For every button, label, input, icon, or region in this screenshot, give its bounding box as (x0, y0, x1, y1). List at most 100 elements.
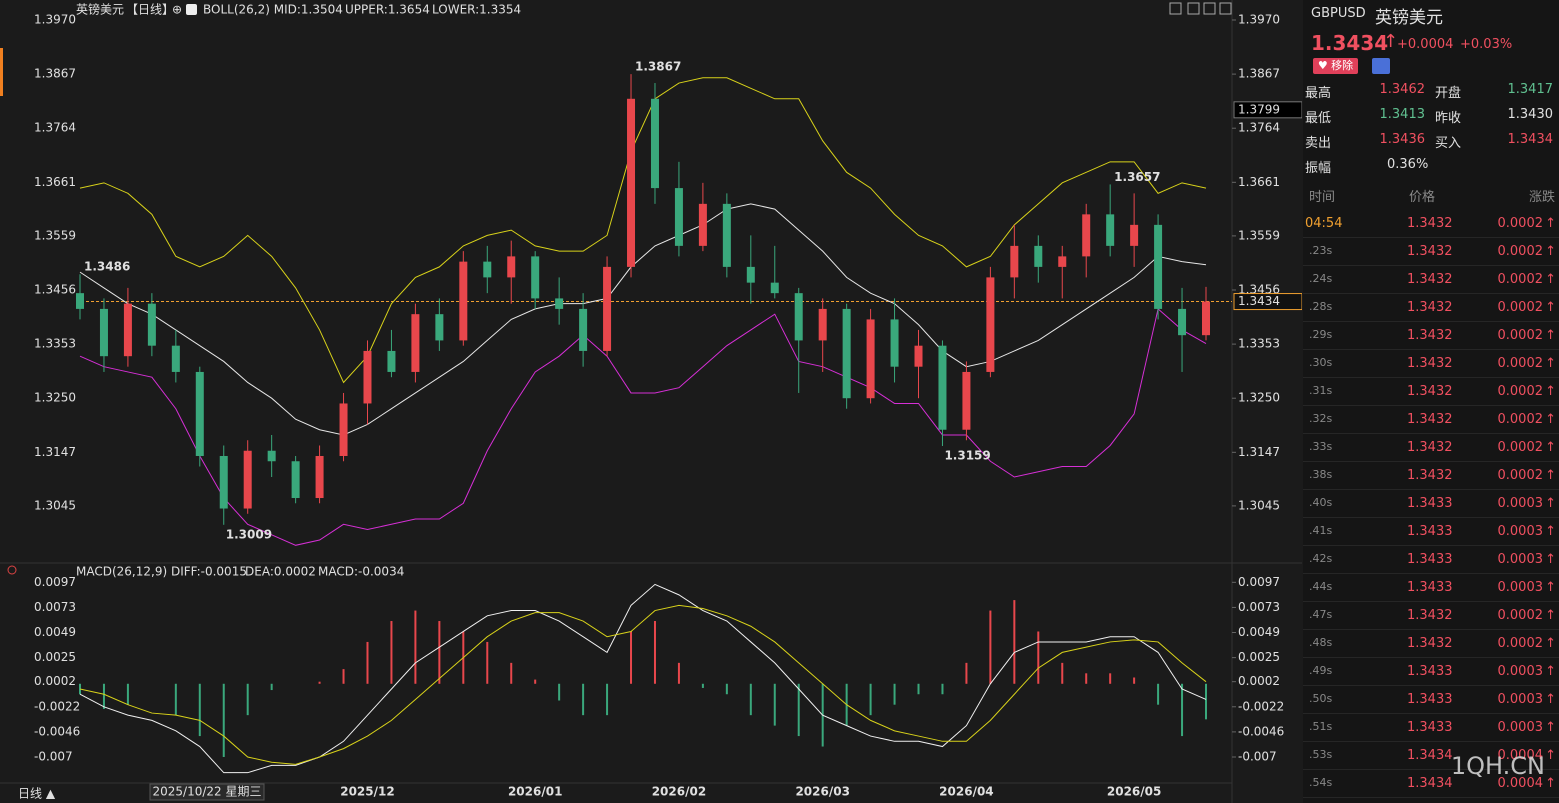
macd-bar (1133, 677, 1136, 684)
row-price: 1.3434 (1407, 748, 1453, 763)
stat: 振幅 (1305, 161, 1332, 176)
y-tick-label: 1.3764 (1238, 121, 1280, 135)
candle-body (579, 308, 588, 351)
macd-bar (102, 683, 105, 709)
row-divider (1303, 601, 1559, 602)
macd-bar (917, 683, 920, 695)
candle-body (722, 203, 731, 267)
row-divider (1303, 237, 1559, 238)
candle-body (1130, 224, 1139, 246)
window-button[interactable] (1169, 2, 1182, 15)
y-tick-label: 1.3045 (34, 498, 76, 512)
y-tick-label: 1.3559 (34, 228, 76, 242)
y-tick-label: 1.3147 (34, 445, 76, 459)
row-change: 0.0002 (1497, 384, 1544, 399)
row-price: 1.3433 (1407, 524, 1453, 539)
macd-bar (941, 683, 944, 695)
candle-body (1202, 301, 1210, 336)
macd-label: DEA:0.0002 (245, 565, 316, 579)
boll-lower (79, 307, 1207, 546)
candle-body (674, 188, 683, 246)
candle-body (794, 293, 803, 341)
macd-bar (653, 621, 656, 684)
row-arrow: ↑ (1545, 440, 1556, 455)
boll-label: UPPER:1.3654 (345, 3, 430, 17)
remove-button[interactable]: ♥ 移除 (1313, 58, 1358, 74)
y2-tick-label: 0.0097 (1238, 575, 1280, 589)
candle-body (339, 403, 348, 456)
candle-body (435, 314, 444, 341)
row-price: 1.3432 (1407, 412, 1453, 427)
candle-body (603, 266, 612, 351)
macd-bar (126, 683, 129, 705)
row-change: 0.0002 (1497, 216, 1544, 231)
row-divider (1303, 489, 1559, 490)
cursor-date: 2025/10/22 星期三 (153, 785, 262, 799)
alert-button[interactable] (1372, 58, 1390, 74)
stat: 最高 (1305, 86, 1332, 101)
row-change: 0.0003 (1497, 524, 1544, 539)
candle-body (267, 450, 276, 462)
macd-bar (246, 683, 249, 716)
row-arrow: ↑ (1545, 496, 1556, 511)
row-arrow: ↑ (1545, 244, 1556, 259)
macd-bar (725, 683, 728, 695)
y-tick-label: 1.3970 (1238, 13, 1280, 27)
y2-tick-label: -0.0046 (1238, 724, 1284, 738)
window-button[interactable] (1219, 2, 1232, 15)
row-divider (1303, 377, 1559, 378)
window-button[interactable] (1203, 2, 1216, 15)
row-change: 0.0004 (1497, 776, 1544, 791)
row-time: .42s (1309, 552, 1333, 565)
y-tick-label: 1.3661 (1238, 175, 1280, 189)
row-time: .53s (1309, 748, 1333, 761)
period-button[interactable]: 日线 ▲ (18, 787, 56, 801)
stat: 1.3462 (1379, 82, 1426, 97)
window-button[interactable] (1187, 2, 1200, 15)
stat: 1.3434 (1507, 132, 1554, 147)
y2-tick-label: 0.0002 (34, 674, 76, 688)
candle-body (818, 308, 827, 341)
candle-body (147, 303, 156, 346)
y-tick-label: 1.3147 (1238, 445, 1280, 459)
candle-body (1154, 224, 1163, 309)
symbol: GBPUSD (1311, 6, 1366, 21)
row-price: 1.3432 (1407, 216, 1453, 231)
row-change: 0.0002 (1497, 636, 1544, 651)
add-icon: ⊕ (172, 3, 182, 17)
row-arrow: ↑ (1545, 608, 1556, 623)
macd-bar (438, 621, 441, 684)
row-divider (1303, 573, 1559, 574)
x-tick-label: 2025/12 (340, 785, 394, 799)
row-divider (1303, 461, 1559, 462)
name: 英镑美元 (1375, 8, 1443, 28)
candle-body (555, 298, 564, 309)
y2-tick-label: -0.0046 (34, 724, 80, 738)
macd-bar (510, 662, 513, 684)
title: 英镑美元 (76, 2, 124, 17)
low-label: 1.3009 (226, 527, 272, 541)
y2-tick-label: 0.0073 (1238, 600, 1280, 614)
row-divider (1303, 265, 1559, 266)
candle-body (1010, 245, 1019, 278)
candle-body (171, 345, 180, 372)
y-tick-label: 1.3250 (34, 391, 76, 405)
row-time: .49s (1309, 664, 1333, 677)
macd-bar (893, 683, 896, 705)
candle-body (507, 256, 516, 278)
candle-body (387, 350, 396, 372)
row-time: .28s (1309, 300, 1333, 313)
y2-tick-label: -0.007 (34, 749, 73, 763)
row-change: 0.0003 (1497, 580, 1544, 595)
row-divider (1303, 713, 1559, 714)
change: +0.0004 (1397, 37, 1454, 52)
macd-bar (390, 621, 393, 684)
y2-tick-label: 0.0025 (1238, 650, 1280, 664)
row-time: .31s (1309, 384, 1333, 397)
candle-body (698, 203, 707, 246)
row-price: 1.3433 (1407, 496, 1453, 511)
y-tick-label: 1.3353 (34, 337, 76, 351)
macd-bar (270, 683, 273, 691)
macd-bar (797, 683, 800, 737)
row-change: 0.0003 (1497, 552, 1544, 567)
